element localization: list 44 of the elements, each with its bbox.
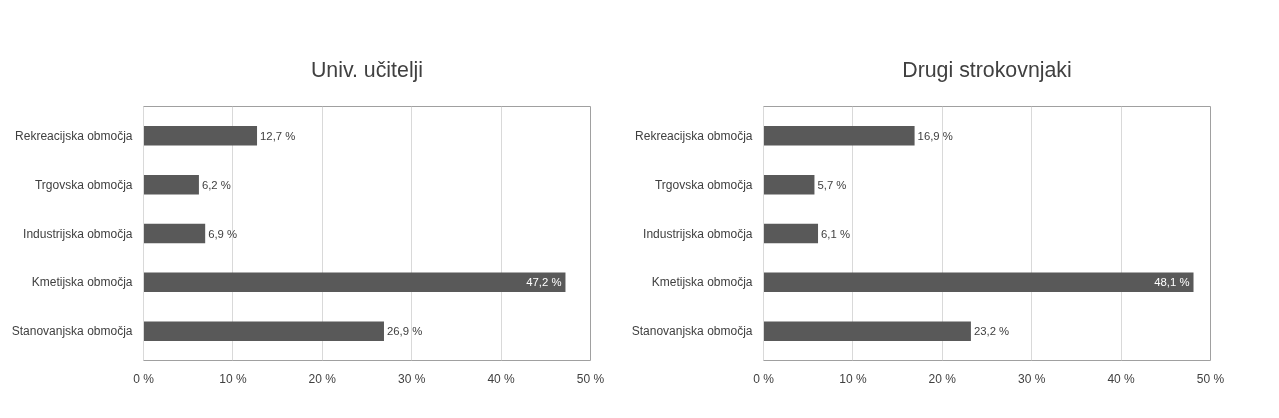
data-label: 23,2 %	[973, 325, 1010, 338]
x-tick-label: 30 %	[398, 371, 426, 386]
data-label: 47,2 %	[526, 276, 562, 289]
y-tick-label: Stanovanjska območja	[11, 324, 133, 339]
x-tick-label: 10 %	[219, 371, 247, 386]
data-label: 5,7 %	[817, 178, 847, 191]
bar	[763, 272, 1194, 293]
y-tick-label: Kmetijska območja	[651, 275, 753, 290]
bar	[143, 126, 258, 146]
bar	[143, 272, 566, 293]
x-tick-label: 30 %	[1018, 371, 1046, 386]
data-label: 6,2 %	[201, 178, 231, 191]
data-label: 48,1 %	[1154, 276, 1190, 289]
x-tick-label: 50 %	[1196, 371, 1225, 386]
x-tick-label: 20 %	[928, 371, 957, 386]
bar	[763, 174, 815, 195]
bar	[763, 223, 819, 244]
data-label: 16,9 %	[917, 129, 953, 142]
chart-title: Univ. učitelji	[310, 57, 424, 82]
bar	[763, 321, 971, 341]
x-tick-label: 50 %	[576, 371, 605, 386]
data-label: 12,7 %	[260, 129, 296, 142]
bar	[143, 223, 206, 244]
y-tick-label: Kmetijska območja	[31, 275, 133, 290]
x-tick-label: 0 %	[753, 371, 775, 386]
data-label: 6,9 %	[208, 227, 238, 240]
y-tick-label: Trgovska območja	[34, 177, 133, 192]
data-label: 26,9 %	[386, 325, 423, 338]
x-tick-label: 10 %	[839, 371, 867, 386]
x-tick-label: 20 %	[308, 371, 337, 386]
bar	[143, 321, 384, 341]
data-label: 6,1 %	[821, 227, 850, 240]
y-tick-label: Rekreacijska območja	[15, 128, 133, 143]
bar	[143, 174, 199, 195]
x-tick-label: 40 %	[1107, 371, 1136, 386]
chart-title: Drugi strokovnjaki	[902, 57, 1072, 82]
y-tick-label: Rekreacijska območja	[635, 128, 753, 143]
y-tick-label: Industrijska območja	[23, 226, 133, 241]
x-tick-label: 40 %	[487, 371, 516, 386]
x-tick-label: 0 %	[133, 371, 155, 386]
bar	[763, 126, 915, 146]
y-tick-label: Industrijska območja	[643, 226, 753, 241]
y-tick-label: Stanovanjska območja	[631, 324, 753, 339]
y-tick-label: Trgovska območja	[654, 177, 753, 192]
